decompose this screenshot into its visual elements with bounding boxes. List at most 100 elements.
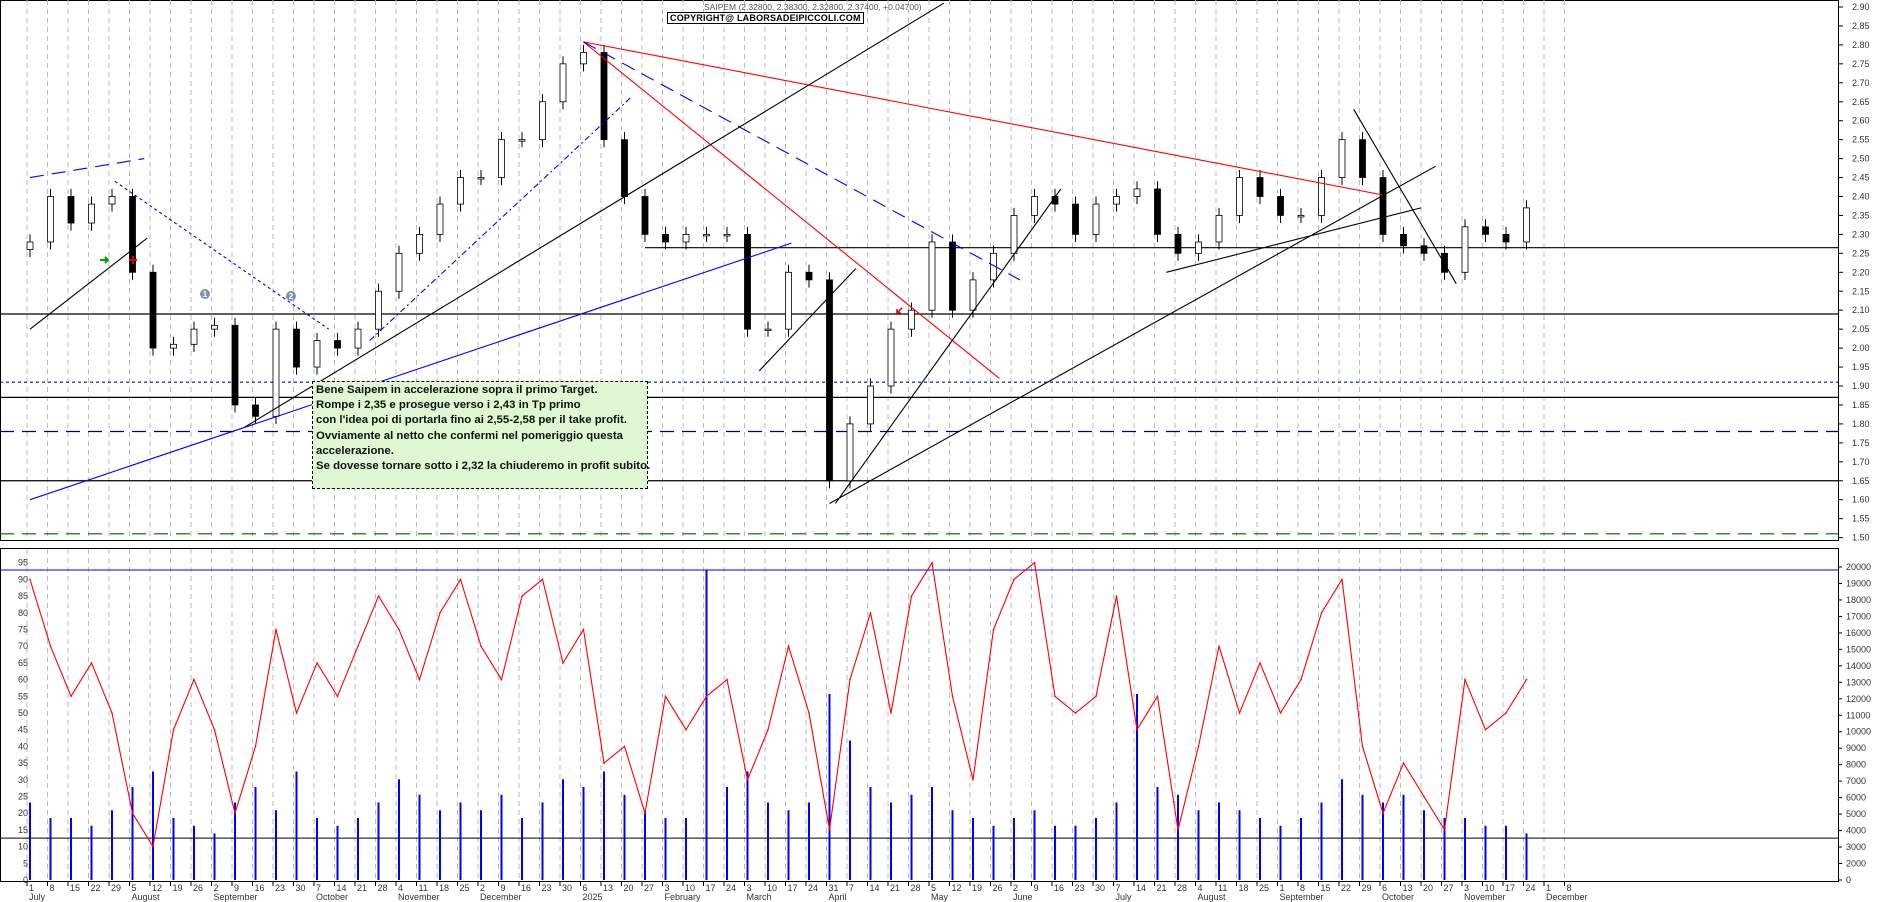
x-month-label: April bbox=[829, 892, 847, 902]
y-tick-label: 2.60 bbox=[1852, 116, 1870, 126]
volume-tick-label: 9000 bbox=[1846, 743, 1866, 753]
oscillator-point bbox=[1259, 662, 1261, 664]
y-tick-label: 2.20 bbox=[1852, 267, 1870, 277]
candle-body bbox=[1010, 215, 1018, 254]
volume-bar bbox=[951, 810, 954, 880]
candle-body bbox=[416, 233, 423, 254]
oscillator-point bbox=[1402, 762, 1405, 764]
candle-body bbox=[1482, 226, 1489, 235]
volume-tick-label: 8000 bbox=[1846, 760, 1866, 770]
x-month-label: December bbox=[1546, 892, 1588, 902]
y-tick-label: 1.70 bbox=[1852, 457, 1870, 467]
volume-bar bbox=[90, 825, 93, 880]
volume-bar bbox=[131, 787, 134, 880]
trendline bbox=[583, 41, 1000, 379]
candle-body bbox=[149, 271, 157, 349]
trendline bbox=[114, 180, 330, 330]
oscillator-point bbox=[1484, 728, 1487, 731]
x-month-label: October bbox=[316, 892, 348, 902]
oscillator-point bbox=[1054, 695, 1056, 698]
x-day-label: 6 bbox=[583, 883, 588, 893]
volume-bar bbox=[480, 810, 482, 880]
volume-tick-label: 12000 bbox=[1846, 694, 1871, 704]
x-day-label: 21 bbox=[357, 883, 367, 893]
oscillator-point bbox=[623, 745, 626, 748]
volume-bar bbox=[664, 818, 667, 880]
x-day-label: 18 bbox=[439, 883, 449, 893]
oscillator-point bbox=[521, 595, 523, 597]
x-day-label: 24 bbox=[726, 883, 736, 893]
oscillator-point bbox=[541, 578, 544, 581]
oscillator-point bbox=[193, 678, 195, 681]
x-month-label: July bbox=[1116, 892, 1133, 902]
x-day-label: 3 bbox=[1464, 883, 1469, 893]
oscillator-tick-label: 75 bbox=[18, 625, 28, 635]
x-month-label: December bbox=[480, 892, 522, 902]
numbered-marker-label: 2 bbox=[289, 292, 294, 301]
candle-body bbox=[1523, 207, 1530, 243]
x-day-label: 7 bbox=[316, 883, 321, 893]
oscillator-point bbox=[664, 695, 667, 698]
volume-bar bbox=[705, 570, 708, 880]
x-day-label: 14 bbox=[1136, 883, 1146, 893]
note-line: accelerazione. bbox=[316, 444, 394, 457]
volume-bar bbox=[500, 794, 503, 880]
candle-body bbox=[908, 309, 915, 330]
volume-bar bbox=[849, 740, 851, 880]
trendline bbox=[369, 97, 631, 341]
x-day-label: 17 bbox=[1505, 883, 1515, 893]
candle-body bbox=[88, 203, 95, 224]
x-day-label: 26 bbox=[993, 883, 1003, 893]
volume-bar bbox=[1115, 802, 1118, 880]
x-day-label: 6 bbox=[1382, 883, 1387, 893]
oscillator-point bbox=[111, 712, 113, 714]
volume-tick-label: 5000 bbox=[1846, 809, 1866, 819]
y-tick-label: 2.00 bbox=[1852, 343, 1870, 353]
candle-body bbox=[641, 196, 649, 235]
x-day-label: 9 bbox=[501, 883, 506, 893]
x-day-label: 21 bbox=[890, 883, 900, 893]
oscillator-point bbox=[705, 695, 708, 698]
candle-body bbox=[1154, 188, 1161, 235]
x-day-label: 10 bbox=[1485, 883, 1495, 893]
oscillator-point bbox=[1238, 712, 1241, 714]
oscillator-line bbox=[29, 561, 1527, 849]
x-day-label: 23 bbox=[1075, 883, 1085, 893]
trendline bbox=[29, 237, 148, 330]
volume-bar bbox=[972, 818, 974, 880]
oscillator-point bbox=[1464, 678, 1466, 681]
volume-bar bbox=[316, 818, 318, 880]
volume-bar bbox=[1197, 810, 1200, 880]
volume-bar bbox=[254, 787, 257, 880]
volume-bar bbox=[111, 810, 113, 880]
x-day-label: 8 bbox=[1300, 883, 1305, 893]
candle-body bbox=[600, 52, 608, 141]
y-tick-label: 2.25 bbox=[1852, 248, 1870, 258]
volume-bar bbox=[1300, 818, 1302, 880]
oscillator-tick-label: 95 bbox=[18, 558, 28, 568]
candle-body bbox=[334, 340, 341, 349]
candle-body bbox=[395, 252, 403, 292]
numbered-marker bbox=[286, 291, 296, 301]
oscillator-point bbox=[29, 578, 31, 581]
volume-bar bbox=[336, 825, 339, 880]
x-day-label: 1 bbox=[1280, 883, 1285, 893]
x-day-label: 7 bbox=[1116, 883, 1121, 893]
volume-bar bbox=[1177, 794, 1179, 880]
oscillator-tick-label: 80 bbox=[18, 608, 28, 618]
x-day-label: 28 bbox=[1177, 883, 1187, 893]
note-line: Bene Saipem in accelerazione sopra il pr… bbox=[316, 384, 598, 396]
candle-body bbox=[826, 279, 833, 482]
candle-body bbox=[231, 324, 239, 406]
volume-bar bbox=[562, 779, 564, 880]
oscillator-point bbox=[295, 712, 298, 714]
x-month-label: November bbox=[398, 892, 440, 902]
oscillator-tick-label: 0 bbox=[23, 875, 28, 885]
oscillator-point bbox=[890, 712, 892, 714]
x-day-label: 30 bbox=[1095, 883, 1105, 893]
oscillator-tick-label: 40 bbox=[18, 741, 28, 751]
candle-body bbox=[1359, 139, 1366, 178]
candle-body bbox=[785, 271, 792, 330]
x-day-label: 18 bbox=[1239, 883, 1249, 893]
oscillator-point bbox=[726, 678, 728, 681]
